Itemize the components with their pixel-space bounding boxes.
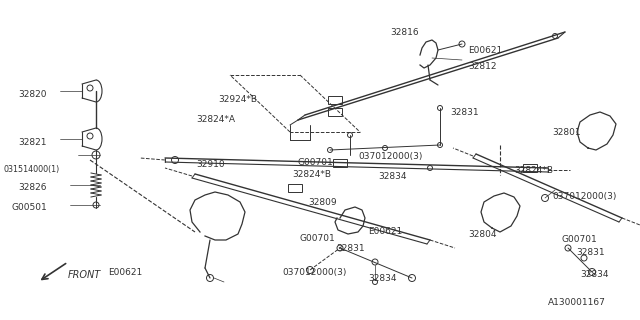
- Text: 32809: 32809: [308, 198, 337, 207]
- Text: 32801: 32801: [552, 128, 580, 137]
- Text: 037012000(3): 037012000(3): [282, 268, 346, 277]
- Text: 32831: 32831: [576, 248, 605, 257]
- Text: 32831: 32831: [336, 244, 365, 253]
- Text: 031514000(1): 031514000(1): [4, 165, 60, 174]
- Bar: [288, 184, 302, 192]
- Text: 32824*A: 32824*A: [196, 115, 235, 124]
- Text: G00501: G00501: [12, 203, 48, 212]
- Text: E00621: E00621: [468, 46, 502, 55]
- Text: 32824*B: 32824*B: [514, 166, 553, 175]
- Text: 32824*B: 32824*B: [292, 170, 331, 179]
- Text: E00621: E00621: [368, 227, 403, 236]
- Text: 32812: 32812: [468, 62, 497, 71]
- Bar: [523, 164, 537, 172]
- Text: 32816: 32816: [390, 28, 419, 37]
- Text: 32910: 32910: [196, 160, 225, 169]
- Bar: [333, 159, 347, 167]
- Text: A130001167: A130001167: [548, 298, 606, 307]
- Text: 32826: 32826: [18, 183, 47, 192]
- Text: G00701: G00701: [298, 158, 333, 167]
- Text: 32820: 32820: [18, 90, 47, 99]
- Text: 32834: 32834: [368, 274, 397, 283]
- Text: 32804: 32804: [468, 230, 497, 239]
- Text: E00621: E00621: [108, 268, 142, 277]
- Text: 037012000(3): 037012000(3): [358, 152, 422, 161]
- Text: 32924*B: 32924*B: [218, 95, 257, 104]
- Text: 32821: 32821: [18, 138, 47, 147]
- Text: 32831: 32831: [450, 108, 479, 117]
- Text: FRONT: FRONT: [68, 270, 101, 280]
- Text: 32834: 32834: [580, 270, 609, 279]
- Text: G00701: G00701: [562, 235, 598, 244]
- Text: G00701: G00701: [300, 234, 336, 243]
- Text: 037012000(3): 037012000(3): [552, 192, 616, 201]
- Text: 32834: 32834: [378, 172, 406, 181]
- Bar: [328, 96, 342, 104]
- Bar: [328, 108, 342, 116]
